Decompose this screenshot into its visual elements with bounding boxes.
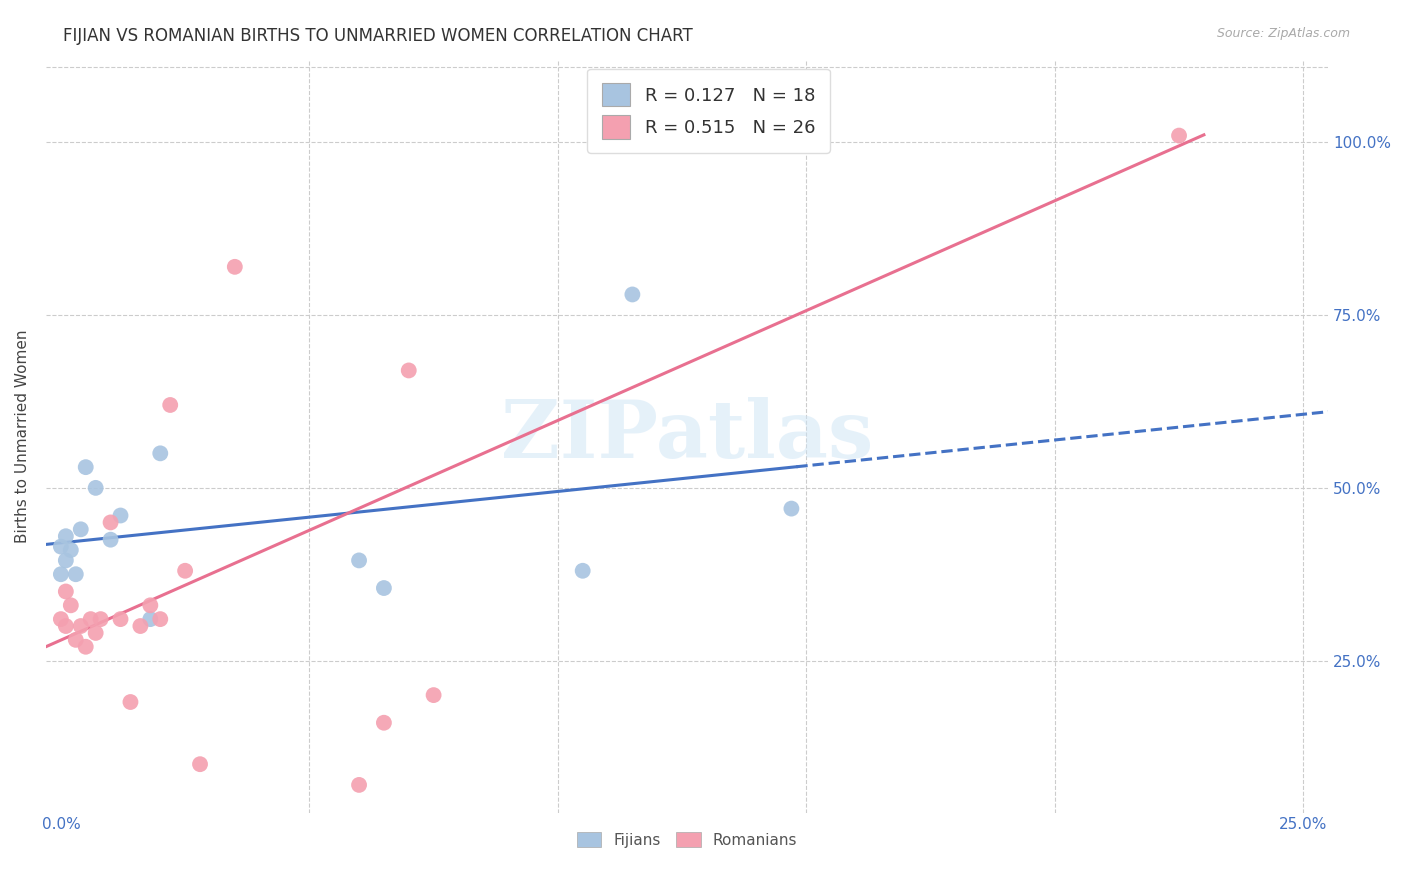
Point <box>149 612 172 626</box>
Point <box>69 522 91 536</box>
Point <box>129 619 152 633</box>
Point <box>373 715 395 730</box>
Text: ZIPatlas: ZIPatlas <box>501 397 873 475</box>
Point <box>65 567 87 582</box>
Point <box>174 564 197 578</box>
Point <box>49 540 72 554</box>
Point <box>347 553 370 567</box>
Point <box>90 612 112 626</box>
Point <box>55 529 77 543</box>
Point <box>110 508 132 523</box>
Point <box>49 612 72 626</box>
Point <box>149 446 172 460</box>
Point <box>100 533 122 547</box>
Point <box>780 501 803 516</box>
Point <box>55 584 77 599</box>
Point <box>69 619 91 633</box>
Point <box>398 363 420 377</box>
Point <box>645 128 668 143</box>
Point <box>75 460 97 475</box>
Point <box>59 599 82 613</box>
Legend: R = 0.127   N = 18, R = 0.515   N = 26: R = 0.127 N = 18, R = 0.515 N = 26 <box>588 69 830 153</box>
Point <box>59 543 82 558</box>
Point <box>621 287 644 301</box>
Point <box>422 688 444 702</box>
Point <box>224 260 246 274</box>
Point <box>80 612 103 626</box>
Point <box>347 778 370 792</box>
Point <box>75 640 97 654</box>
Point <box>84 626 107 640</box>
Point <box>110 612 132 626</box>
Text: FIJIAN VS ROMANIAN BIRTHS TO UNMARRIED WOMEN CORRELATION CHART: FIJIAN VS ROMANIAN BIRTHS TO UNMARRIED W… <box>63 27 693 45</box>
Point <box>65 632 87 647</box>
Point <box>55 553 77 567</box>
Point <box>120 695 142 709</box>
Point <box>188 757 211 772</box>
Point <box>100 516 122 530</box>
Point <box>49 567 72 582</box>
Point <box>55 619 77 633</box>
Y-axis label: Births to Unmarried Women: Births to Unmarried Women <box>15 329 30 543</box>
Point <box>1168 128 1191 143</box>
Point <box>159 398 181 412</box>
Point <box>373 581 395 595</box>
Text: Source: ZipAtlas.com: Source: ZipAtlas.com <box>1216 27 1350 40</box>
Point <box>84 481 107 495</box>
Point <box>139 599 162 613</box>
Point <box>571 564 593 578</box>
Point <box>139 612 162 626</box>
